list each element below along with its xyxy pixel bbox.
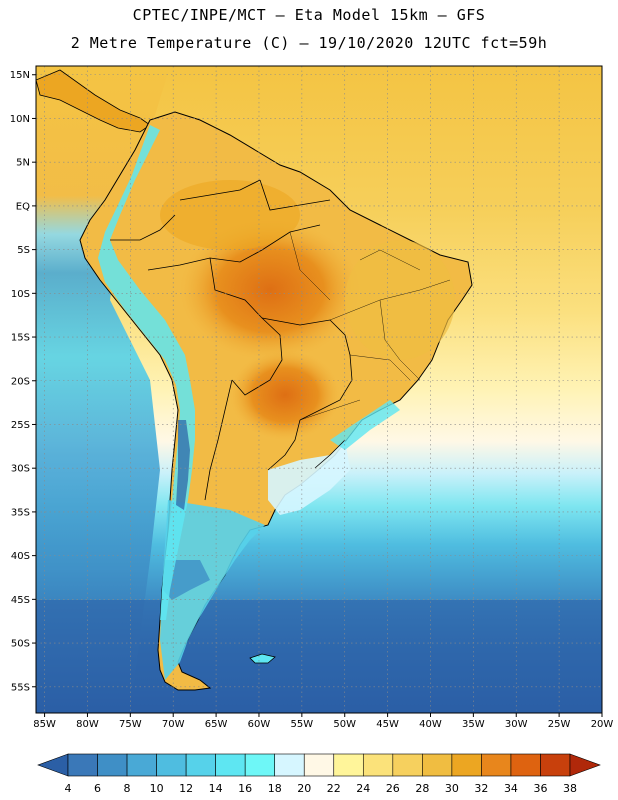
colorbar-label: 38 <box>563 782 577 795</box>
colorbar-label: 20 <box>297 782 311 795</box>
lat-tick-label: 55S <box>11 682 30 693</box>
lon-tick-label: 35W <box>462 719 485 730</box>
pacific-ocean <box>36 66 170 713</box>
colorbar-high-arrow <box>569 753 601 777</box>
lat-tick-label: 10N <box>10 114 30 125</box>
lon-tick-label: 25W <box>548 719 571 730</box>
colorbar-swatch <box>510 753 541 777</box>
colorbar-swatch <box>67 753 98 777</box>
cool-region-coast <box>330 400 400 450</box>
colorbar-swatch <box>481 753 512 777</box>
lon-tick-label: 55W <box>291 719 314 730</box>
colorbar-swatch <box>244 753 276 777</box>
colorbar-swatch <box>362 753 394 777</box>
colorbar-swatch <box>303 753 335 777</box>
colorbar-label: 8 <box>124 782 131 795</box>
colorbar-label: 26 <box>386 782 400 795</box>
colorbar-label: 6 <box>94 782 101 795</box>
map-title-line-2: 2 Metre Temperature (C) – 19/10/2020 12U… <box>70 34 548 52</box>
lat-tick-label: 15N <box>10 70 30 81</box>
colorbar-label: 18 <box>268 782 282 795</box>
colorbar-swatch <box>97 753 128 777</box>
lon-tick-label: 50W <box>333 719 356 730</box>
colorbar-swatch <box>215 753 246 777</box>
colorbar-swatch <box>156 753 187 777</box>
hot-region-paraguay <box>230 350 340 440</box>
lon-tick-label: 65W <box>205 719 228 730</box>
lon-tick-label: 80W <box>76 719 99 730</box>
colorbar-label: 34 <box>504 782 518 795</box>
lat-tick-label: 20S <box>11 376 30 387</box>
map-frame <box>35 65 603 714</box>
colorbar-swatch <box>540 753 571 777</box>
patagonia-deep-cold <box>163 560 210 600</box>
lat-tick-label: 15S <box>11 333 30 344</box>
colorbar-label: 32 <box>474 782 488 795</box>
lat-tick-label: 10S <box>11 289 30 300</box>
hot-region-amazon <box>180 220 360 360</box>
colorbar-swatch <box>185 753 216 777</box>
lon-tick-label: 85W <box>33 719 56 730</box>
colorbar-label: 24 <box>356 782 370 795</box>
warm-region-northeast <box>345 240 455 360</box>
falkland-islands <box>249 653 276 664</box>
lat-tick-label: EQ <box>16 201 30 212</box>
lat-tick-label: 30S <box>11 464 30 475</box>
temperature-colorbar <box>37 753 601 777</box>
andes-cold-strip <box>98 125 195 620</box>
colorbar-low-arrow <box>37 753 69 777</box>
colorbar-swatch <box>274 753 305 777</box>
cool-region-uruguay <box>268 440 350 515</box>
lon-tick-label: 75W <box>119 719 142 730</box>
lat-tick-label: 45S <box>11 595 30 606</box>
colorbar-label: 12 <box>179 782 193 795</box>
lat-tick-label: 25S <box>11 420 30 431</box>
lon-tick-label: 45W <box>376 719 399 730</box>
lon-tick-label: 60W <box>248 719 271 730</box>
lon-tick-label: 20W <box>591 719 614 730</box>
lat-tick-label: 40S <box>11 551 30 562</box>
state-borders <box>289 231 451 421</box>
colorbar-label: 22 <box>327 782 341 795</box>
lon-tick-label: 70W <box>162 719 185 730</box>
map-title-line-1: CPTEC/INPE/MCT – Eta Model 15km – GFS <box>132 6 486 24</box>
lat-tick-label: 5N <box>16 158 30 169</box>
colorbar-swatch <box>451 753 482 777</box>
lon-tick-label: 40W <box>419 719 442 730</box>
lon-tick-label: 30W <box>505 719 528 730</box>
colorbar-swatch <box>126 753 157 777</box>
southern-cold-band <box>36 600 602 713</box>
lat-tick-label: 50S <box>11 639 30 650</box>
lat-tick-label: 5S <box>17 245 30 256</box>
colorbar-label: 10 <box>150 782 164 795</box>
colorbar-label: 28 <box>415 782 429 795</box>
andes-high-peaks <box>176 420 190 510</box>
colorbar-label: 4 <box>65 782 72 795</box>
colorbar-label: 16 <box>238 782 252 795</box>
colorbar-label: 30 <box>445 782 459 795</box>
colorbar-swatch <box>422 753 453 777</box>
colorbar-swatch <box>333 753 364 777</box>
patagonia-cold <box>160 500 265 680</box>
central-america-land <box>36 69 151 133</box>
colorbar-label: 36 <box>533 782 547 795</box>
lat-tick-label: 35S <box>11 507 30 518</box>
colorbar-label: 14 <box>209 782 223 795</box>
colorbar-swatch <box>392 753 423 777</box>
